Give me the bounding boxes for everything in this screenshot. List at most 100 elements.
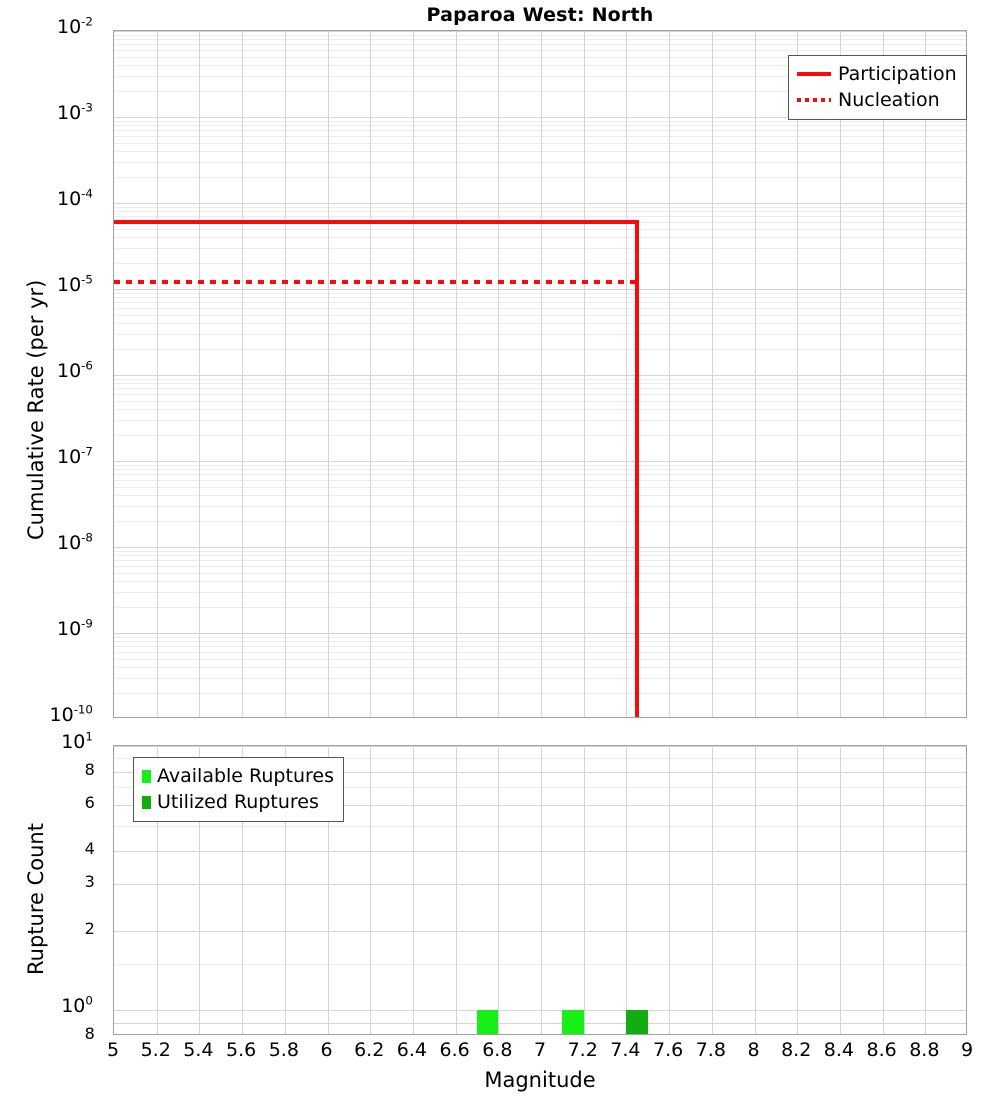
bottom-major-gridline: [114, 851, 966, 853]
bottom-legend: Available Ruptures Utilized Ruptures: [133, 757, 344, 822]
top-minor-gridline: [114, 349, 966, 351]
top-minor-gridline: [114, 228, 966, 230]
bottom-major-gridline: [114, 771, 966, 773]
bottom-vertical-gridline: [370, 746, 372, 1034]
x-tick-label: 5: [106, 1039, 120, 1061]
top-minor-gridline: [114, 65, 966, 67]
top-minor-gridline: [114, 308, 966, 310]
rupture-bar: [562, 1010, 584, 1034]
bottom-y-minor-tick-label: 8: [84, 759, 105, 779]
top-minor-gridline: [114, 652, 966, 654]
x-tick-label: 5.6: [225, 1039, 257, 1061]
bottom-gridlines: [114, 746, 966, 1034]
top-y-axis-label: Cumulative Rate (per yr): [24, 279, 48, 540]
bottom-vertical-gridline: [412, 746, 414, 1034]
top-major-gridline: [114, 461, 966, 462]
top-data-layer: [114, 31, 966, 717]
top-major-gridline: [114, 117, 966, 118]
top-minor-gridline: [114, 292, 966, 294]
top-y-tick-label: 10-7: [56, 444, 93, 468]
color-swatch-icon: [142, 769, 151, 783]
bottom-vertical-gridline: [455, 746, 457, 1034]
top-minor-gridline: [114, 323, 966, 325]
bottom-vertical-gridline: [626, 746, 628, 1034]
bottom-major-gridline: [114, 746, 966, 747]
bottom-y-minor-tick-label: 6: [84, 792, 105, 812]
x-tick-label: 8: [747, 1039, 760, 1061]
rupture-bar: [626, 1010, 648, 1034]
top-minor-gridline: [114, 125, 966, 127]
top-vertical-gridline: [839, 31, 841, 717]
bottom-y-tick-labels: 101 100 8 6 4 3 2 8: [0, 731, 105, 1042]
bottom-minor-gridline: [114, 825, 966, 827]
legend-item[interactable]: Participation: [797, 61, 957, 87]
bottom-minor-gridline: [114, 787, 966, 788]
top-minor-gridline: [114, 263, 966, 265]
bottom-vertical-gridline: [882, 746, 884, 1034]
top-minor-gridline: [114, 469, 966, 471]
top-minor-gridline: [114, 162, 966, 163]
bottom-vertical-gridline: [925, 746, 927, 1034]
top-minor-gridline: [114, 693, 966, 695]
bottom-vertical-gridline: [242, 746, 244, 1034]
top-y-tick-label: 10-2: [56, 14, 93, 38]
top-minor-gridline: [114, 44, 966, 46]
bottom-vertical-gridline: [797, 746, 799, 1034]
top-vertical-gridline: [156, 31, 158, 717]
page-title: Paparoa West: North: [426, 4, 654, 26]
top-vertical-gridline: [455, 31, 457, 717]
bottom-vertical-gridline: [541, 746, 542, 1034]
top-minor-gridline: [114, 641, 966, 643]
legend-label: Nucleation: [838, 88, 940, 111]
rupture-bar: [477, 1010, 499, 1034]
top-y-tick-label: 10-8: [56, 530, 93, 554]
top-vertical-gridline: [412, 31, 414, 717]
top-y-tick-label: 10-5: [56, 272, 93, 296]
bottom-y-minor-tick-label: 3: [84, 872, 105, 892]
x-tick-label: 6.6: [439, 1039, 470, 1061]
x-tick-label: 7.4: [610, 1039, 641, 1061]
bottom-major-gridline: [114, 884, 966, 886]
bottom-y-minor-tick-label: 2: [84, 918, 105, 938]
legend-item[interactable]: Available Ruptures: [142, 763, 334, 789]
top-minor-gridline: [114, 177, 966, 179]
x-tick-label: 5.8: [268, 1039, 299, 1061]
top-minor-gridline: [114, 592, 966, 593]
top-minor-gridline: [114, 151, 966, 153]
x-tick-label: 8.2: [781, 1039, 812, 1061]
top-vertical-gridline: [925, 31, 927, 717]
x-tick-label: 7.6: [652, 1039, 684, 1061]
top-minor-gridline: [114, 607, 966, 609]
top-vertical-gridline: [199, 31, 201, 717]
bottom-vertical-gridline: [754, 746, 756, 1034]
top-minor-gridline: [114, 572, 966, 574]
solid-line-icon: [797, 72, 831, 76]
top-vertical-gridline: [327, 31, 329, 717]
top-vertical-gridline: [754, 31, 756, 717]
top-major-gridline: [114, 31, 966, 32]
top-minor-gridline: [114, 383, 966, 385]
legend-item[interactable]: Nucleation: [797, 87, 957, 113]
top-major-gridline: [114, 289, 966, 290]
top-minor-gridline: [114, 646, 966, 648]
top-minor-gridline: [114, 334, 966, 335]
bottom-vertical-gridline: [156, 746, 158, 1034]
top-minor-gridline: [114, 495, 966, 497]
bottom-vertical-gridline: [498, 746, 500, 1034]
top-minor-gridline: [114, 506, 966, 507]
top-minor-gridline: [114, 678, 966, 679]
x-tick-label: 6.2: [354, 1039, 385, 1061]
top-y-tick-label: 10-6: [56, 358, 93, 382]
series-participation-horizontal: [114, 220, 640, 225]
top-minor-gridline: [114, 237, 966, 239]
color-swatch-icon: [142, 795, 151, 809]
bottom-vertical-gridline: [839, 746, 841, 1034]
x-tick-label: 6.8: [482, 1039, 513, 1061]
legend-item[interactable]: Utilized Ruptures: [142, 789, 334, 815]
top-major-gridline: [114, 203, 966, 204]
bottom-y-axis-label: Rupture Count: [24, 823, 48, 975]
bottom-vertical-gridline: [669, 746, 671, 1034]
top-minor-gridline: [114, 400, 966, 402]
top-minor-gridline: [114, 142, 966, 144]
